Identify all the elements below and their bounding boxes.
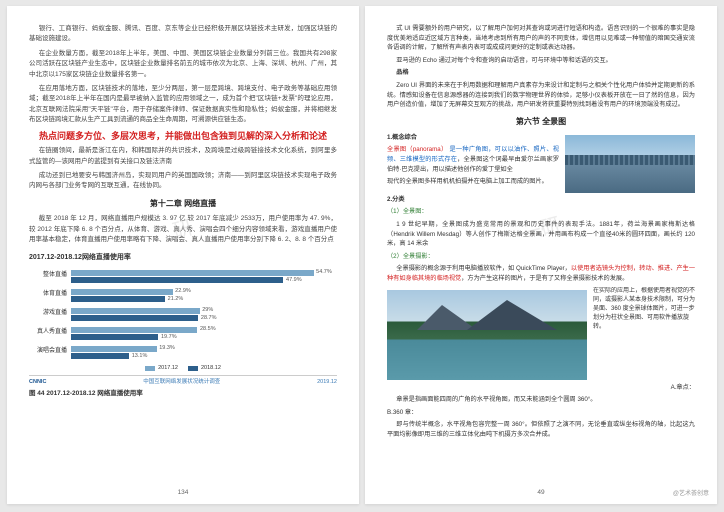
section-title: 第十二章 网络直播 <box>29 198 337 211</box>
footer-date: 2019.12 <box>317 378 337 387</box>
weibo-tag: @艺术荟创意 <box>673 490 709 500</box>
bar-row: 体育直播22.9%21.2% <box>29 286 337 304</box>
legend-label: 2017.12 <box>158 364 178 373</box>
paragraph: 在链圈领间，最新是浙江在内，和韩国际并的共识技术，及跨境是过级跨链接技术文化系统… <box>29 146 337 167</box>
mountain-panorama-image <box>387 290 587 380</box>
bar-row: 游戏直播29%28.7% <box>29 305 337 323</box>
bar-label: 体育直播 <box>29 290 71 300</box>
paragraph: 在应用落地方面，区块链技术的落地，至少分两层，第一层是跨境、跨境支付、电子政务等… <box>29 84 337 126</box>
paragraph: 1 9 世纪早期，全景图成为盛览常用的景观和历史事件的表现手法。1881年，荷兰… <box>387 220 695 249</box>
concept-heading: 1.概念综合 <box>387 133 695 143</box>
bar-label: 真人秀直播 <box>29 328 71 338</box>
paragraph: 全景摄影的概念源于利用电脑播放软件，如 QuickTime Player，以使用… <box>387 264 695 283</box>
chart-caption: 图 44 2017.12-2018.12 网络直播使用率 <box>29 389 337 399</box>
paragraph: 品格 <box>387 68 695 78</box>
term-red: 全景图（panorama） <box>387 146 447 153</box>
bar-label: 演唱会直播 <box>29 347 71 357</box>
paragraph: 银行、工商银行、蚂蚁金服、腾讯、百度、京东等企业已经积极开展区块链技术主研发，加… <box>29 24 337 45</box>
sub-heading: A.章点： <box>387 383 695 393</box>
section-title: 第六节 全景图 <box>387 116 695 129</box>
bar-label: 游戏直播 <box>29 309 71 319</box>
chart-footer: CNNIC 中国互联网络发展状况统计调查 2019.12 <box>29 375 337 387</box>
bar-track: 54.7%47.9% <box>71 269 337 283</box>
legend-label: 2018.12 <box>201 364 221 373</box>
chart-title: 2017.12-2018.12网络直播使用率 <box>29 252 337 263</box>
paragraph: 现代的全景图多样用机机拍摄并在电脑上加工而成的图片。 <box>387 177 695 187</box>
left-page: 银行、工商银行、蚂蚁金服、腾讯、百度、京东等企业已经积极开展区块链技术主研发，加… <box>7 6 359 504</box>
bar-label: 整体直播 <box>29 271 71 281</box>
page-number: 49 <box>365 488 717 498</box>
bold-heading: 品格 <box>396 69 408 76</box>
paragraph: （2）全景摄影： <box>387 252 695 262</box>
highlight-callout: 热点问题多方位、多层次思考，并能做出包含独到见解的深入分析和论述 <box>29 130 337 143</box>
paragraph: 亚马逊的 Echo 通过对每个令和查询的启动语音，可与环境中等和话语的交互。 <box>387 56 695 66</box>
bar-track: 28.5%19.7% <box>71 326 337 340</box>
paragraph: 全景图（panorama） 是一种广角图，可以以油作、照片、视频、三维模型的形式… <box>387 145 695 174</box>
paragraph: （1）全景图： <box>387 207 695 217</box>
sub-heading: 2.分类 <box>387 195 695 205</box>
chart-legend: 2017.12 2018.12 <box>29 364 337 373</box>
paragraph: 截至 2018 年 12 月，网络直播用户规模达 3. 97 亿 较 2017 … <box>29 214 337 245</box>
bar-track: 19.3%13.1% <box>71 345 337 359</box>
paragraph: Zero UI 界面的未来在于利用数据和理解用户真素存为来设计和定制与之相关个性… <box>387 81 695 110</box>
paragraph: 式 UI 需要额外的用户研究，以了解用户加何对其查询或词进行短语和构造。语音识别… <box>387 24 695 53</box>
bar-track: 29%28.7% <box>71 307 337 321</box>
paragraph: 成功还到已地要安与韩国济州岛，实现同用户的英国国政领；济南——到阿里区块链技术实… <box>29 171 337 192</box>
term-green: （1）全景图： <box>387 208 428 215</box>
bar-row: 整体直播54.7%47.9% <box>29 267 337 285</box>
footer-desc: 中国互联网络发展状况统计调查 <box>143 378 220 387</box>
bar-track: 22.9%21.2% <box>71 288 337 302</box>
bar-chart: 整体直播54.7%47.9%体育直播22.9%21.2%游戏直播29%28.7%… <box>29 267 337 385</box>
bar-row: 演唱会直播19.3%13.1% <box>29 343 337 361</box>
paragraph: 即与传统半概念，水平视角包容完整一周 360°。但依照了之演不同，无论垂直或纵坐… <box>387 420 695 439</box>
paragraph: 章景是指画面能四周的广角的水平视角图，而又未能涵到全个圆周 360°。 <box>387 395 695 405</box>
right-page: 式 UI 需要额外的用户研究，以了解用户加何对其查询或词进行短语和构造。语音识别… <box>365 6 717 504</box>
brand-label: CNNIC <box>29 378 46 387</box>
page-number: 134 <box>7 488 359 498</box>
paragraph: 在企业数量方面，截至2018年上半年，美国、中国、美国区块链企业数量分列前三位。… <box>29 49 337 80</box>
sub-heading: B.360 章： <box>387 408 695 418</box>
term-green: （2）全景摄影： <box>387 253 434 260</box>
bar-row: 真人秀直播28.5%19.7% <box>29 324 337 342</box>
